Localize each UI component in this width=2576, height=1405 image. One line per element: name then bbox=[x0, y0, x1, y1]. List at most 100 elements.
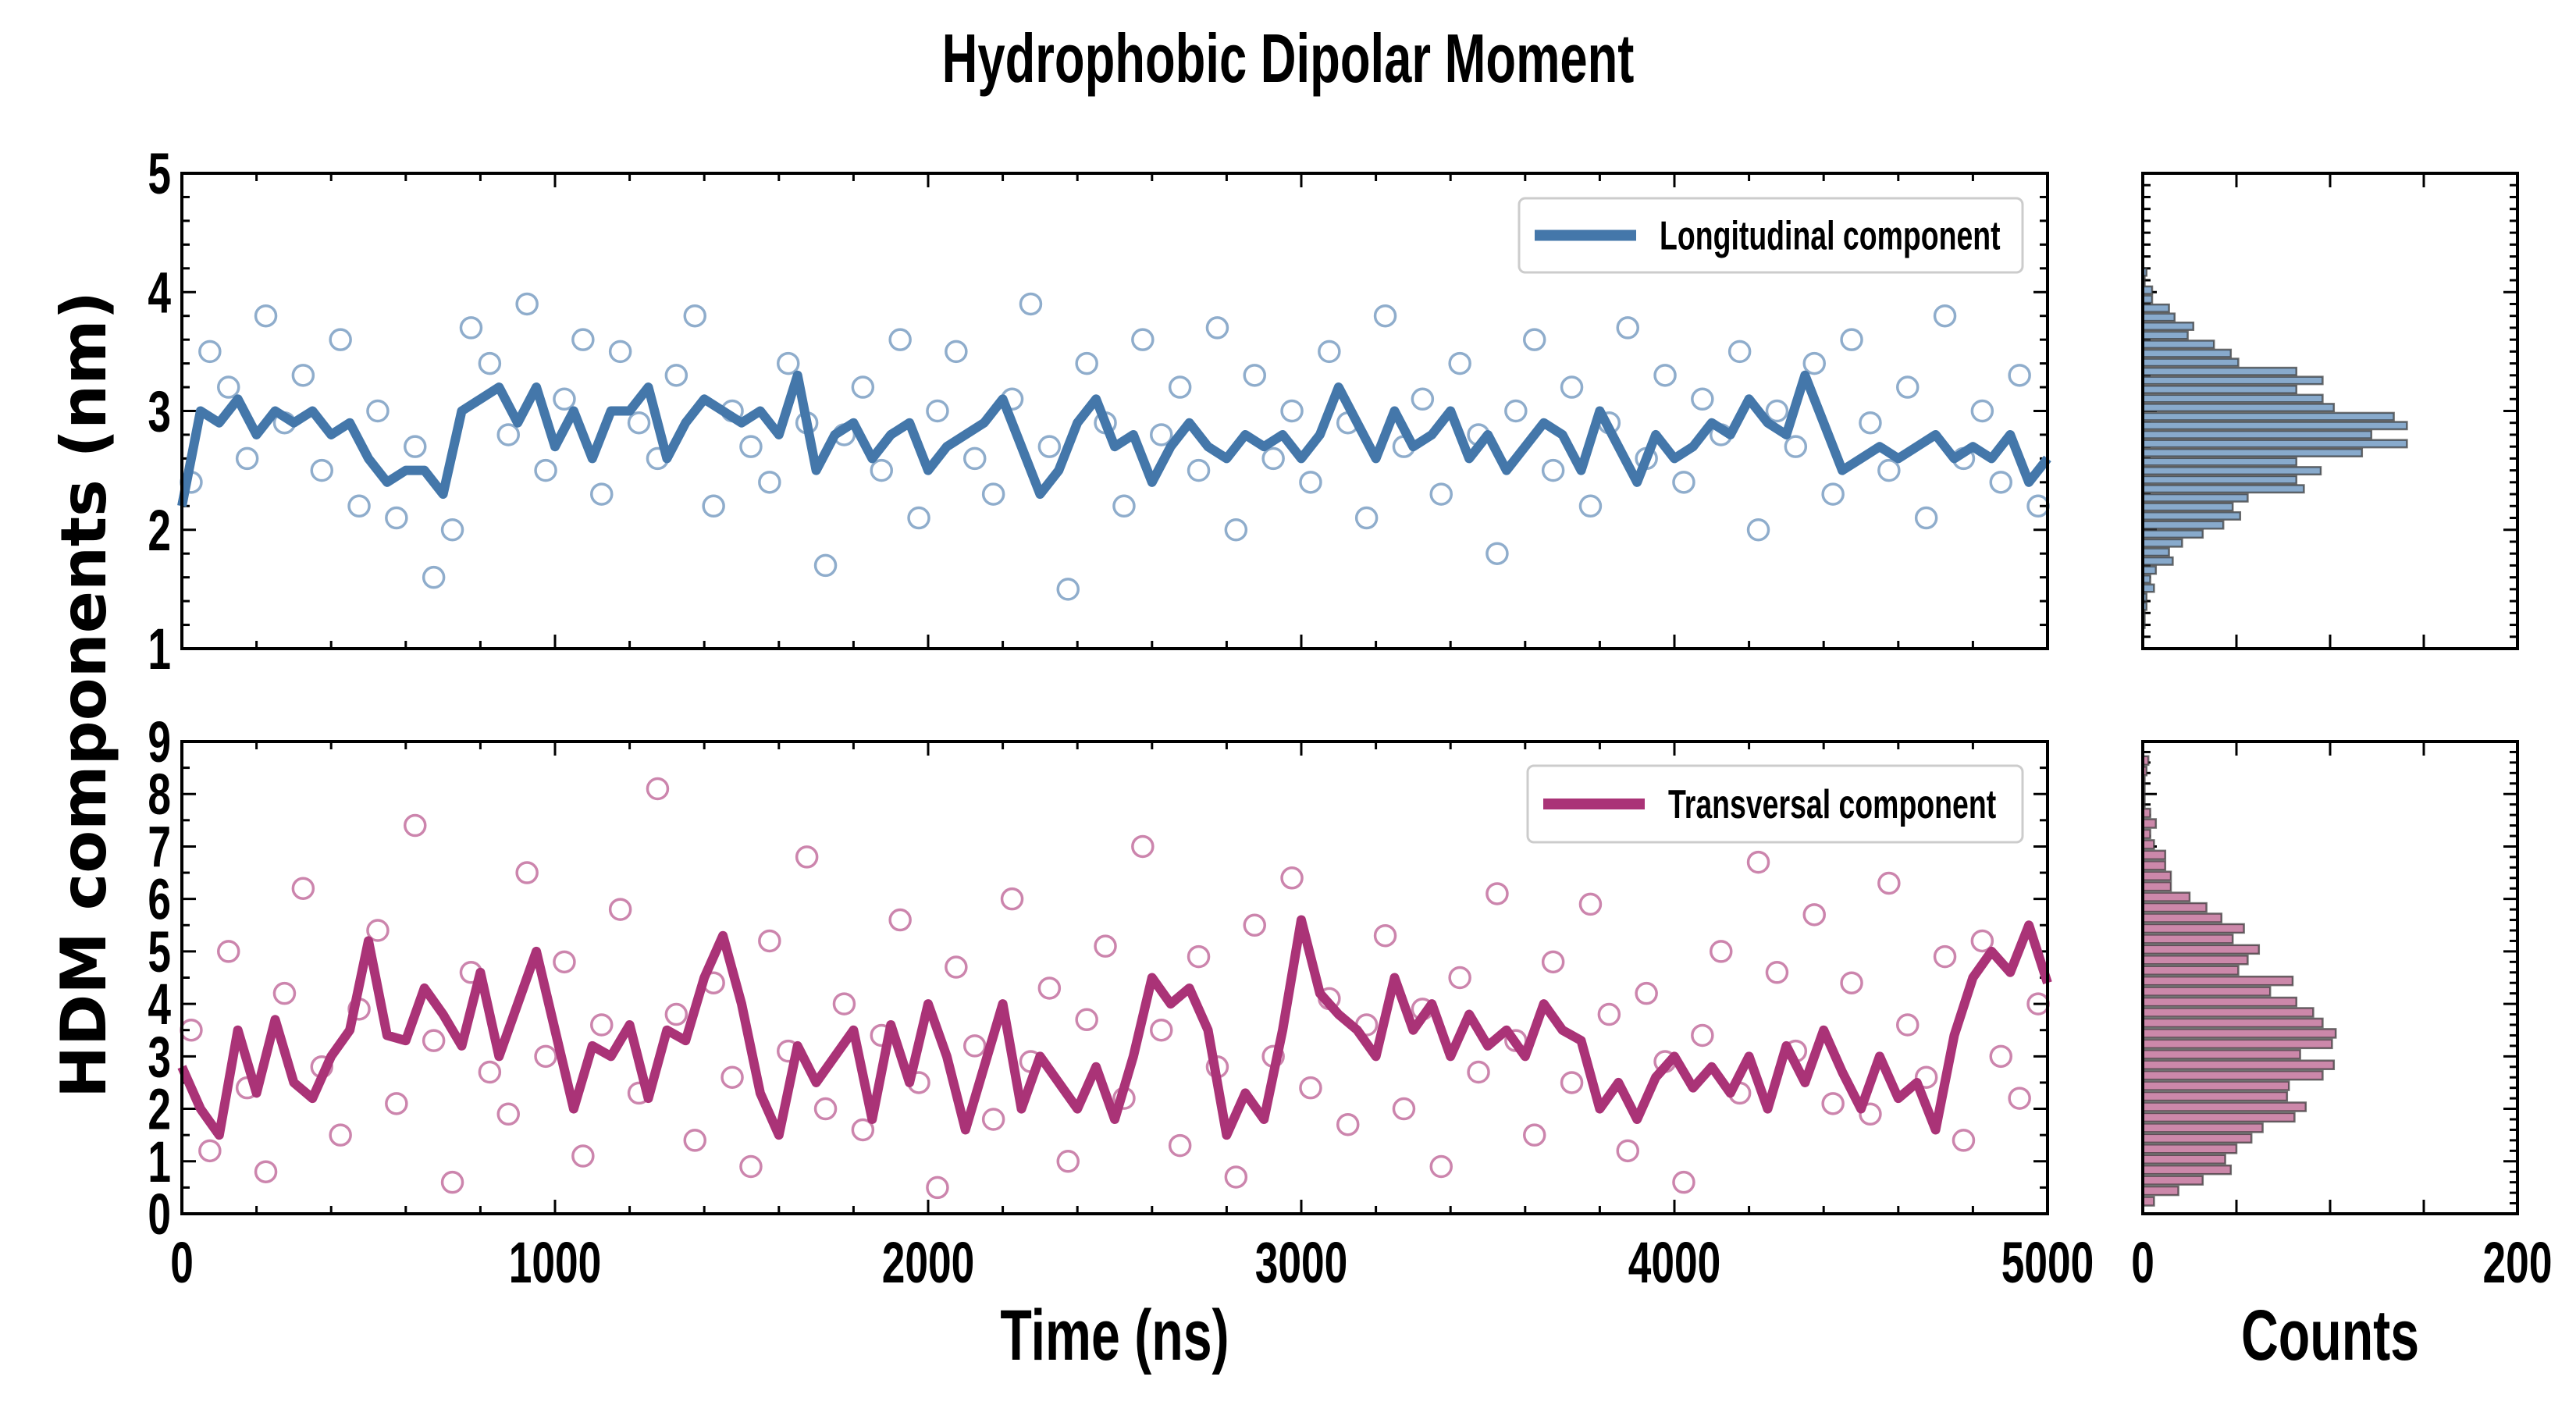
transversal-scatter-point bbox=[1373, 923, 1397, 948]
transversal-scatter-point bbox=[1448, 966, 1471, 990]
transversal-histogram-bar bbox=[2141, 1090, 2289, 1102]
transversal-scatter-point bbox=[1970, 929, 1994, 953]
transversal-scatter-point bbox=[385, 1092, 408, 1115]
transversal-scatter-point bbox=[720, 1065, 744, 1089]
transversal-histogram-bar bbox=[2141, 1144, 2238, 1154]
transversal-histogram-bar bbox=[2141, 1069, 2324, 1081]
longitudinal-y-tick-label: 1 bbox=[148, 617, 171, 681]
longitudinal-scatter-point bbox=[1746, 518, 1770, 542]
longitudinal-histogram-bar bbox=[2141, 330, 2189, 340]
longitudinal-scatter-point bbox=[1672, 471, 1695, 494]
transversal-scatter-point bbox=[198, 1139, 222, 1163]
transversal-scatter-point bbox=[366, 919, 390, 942]
transversal-scatter-point bbox=[217, 940, 240, 963]
transversal-scatter-point bbox=[1989, 1044, 2012, 1069]
transversal-histogram-bar bbox=[2141, 880, 2172, 892]
longitudinal-histogram-bar bbox=[2141, 403, 2336, 413]
longitudinal-scatter-point bbox=[1504, 399, 1528, 423]
longitudinal-histogram-bar bbox=[2141, 340, 2215, 350]
longitudinal-scatter-point bbox=[1299, 471, 1322, 494]
longitudinal-scatter-point bbox=[1691, 387, 1714, 411]
transversal-scatter-point bbox=[1802, 903, 1826, 927]
transversal-scatter-point bbox=[888, 908, 912, 932]
transversal-histogram-bar bbox=[2141, 839, 2155, 850]
transversal-histogram-bar bbox=[2141, 1017, 2324, 1029]
longitudinal-scatter-point bbox=[1541, 458, 1565, 482]
longitudinal-scatter-point bbox=[440, 518, 464, 542]
longitudinal-scatter-point bbox=[963, 446, 987, 471]
transversal-scatter-point bbox=[1597, 1002, 1621, 1026]
longitudinal-scatter-point bbox=[385, 506, 408, 530]
longitudinal-y-tick-label: 3 bbox=[148, 379, 171, 444]
transversal-histogram-bar bbox=[2141, 1154, 2226, 1165]
transversal-scatter-point bbox=[1150, 1018, 1173, 1042]
transversal-histogram-frame bbox=[2141, 740, 2519, 1215]
transversal-scatter-point bbox=[739, 1154, 763, 1179]
transversal-legend-label: Transversal component bbox=[1668, 781, 1996, 827]
longitudinal-scatter-point bbox=[1224, 518, 1248, 542]
transversal-scatter-point bbox=[683, 1129, 706, 1152]
longitudinal-histogram-bar bbox=[2141, 556, 2174, 566]
longitudinal-histogram-bar bbox=[2141, 510, 2242, 521]
longitudinal-histogram-bar bbox=[2141, 384, 2298, 394]
transversal-histogram-bar bbox=[2141, 1122, 2264, 1133]
longitudinal-scatter-point bbox=[926, 399, 949, 423]
transversal-histogram-bar bbox=[2141, 891, 2191, 902]
transversal-x-tick-label: 4000 bbox=[1628, 1230, 1721, 1295]
transversal-histogram-bar bbox=[2141, 1049, 2301, 1060]
longitudinal-histogram-bar bbox=[2141, 565, 2158, 575]
transversal-histogram-bar bbox=[2141, 1112, 2296, 1123]
longitudinal-scatter-point bbox=[1056, 578, 1080, 601]
transversal-scatter-point bbox=[1691, 1023, 1714, 1048]
transversal-y-tick-label: 3 bbox=[148, 1025, 171, 1090]
longitudinal-scatter-point bbox=[217, 375, 240, 399]
transversal-histogram-bar bbox=[2141, 1059, 2336, 1070]
longitudinal-scatter-point bbox=[1373, 304, 1397, 328]
transversal-scatter-point bbox=[1914, 1065, 1938, 1089]
transversal-scatter-point bbox=[1933, 944, 1957, 969]
transversal-x-tick-label: 3000 bbox=[1255, 1230, 1348, 1295]
transversal-scatter-point bbox=[1280, 866, 1304, 890]
longitudinal-y-tick-label: 2 bbox=[148, 498, 171, 563]
longitudinal-scatter-point bbox=[981, 482, 1005, 506]
longitudinal-scatter-point bbox=[235, 446, 259, 471]
longitudinal-histogram-bar bbox=[2141, 520, 2225, 530]
transversal-scatter-point bbox=[440, 1170, 464, 1194]
transversal-scatter-point bbox=[422, 1029, 446, 1052]
longitudinal-scatter-point bbox=[459, 316, 483, 340]
transversal-histogram-bar bbox=[2141, 975, 2294, 987]
transversal-scatter-point bbox=[1392, 1097, 1416, 1121]
transversal-scatter-point bbox=[1056, 1150, 1080, 1173]
longitudinal-scatter-point bbox=[1933, 304, 1957, 328]
transversal-scatter-point bbox=[1075, 1008, 1098, 1032]
transversal-scatter-point bbox=[272, 981, 297, 1005]
longitudinal-histogram-bar bbox=[2141, 484, 2305, 494]
transversal-scatter-point bbox=[1672, 1170, 1695, 1194]
transversal-scatter-point bbox=[758, 929, 781, 953]
transversal-scatter-point bbox=[1765, 961, 1789, 984]
transversal-moving-average-line bbox=[177, 915, 2052, 1140]
longitudinal-scatter-point bbox=[329, 328, 352, 351]
longitudinal-histogram-bar bbox=[2141, 348, 2233, 358]
transversal-scatter-point bbox=[664, 1002, 688, 1026]
transversal-histogram-bar bbox=[2141, 849, 2167, 861]
transversal-histogram-bar bbox=[2141, 1164, 2233, 1176]
longitudinal-scatter-point bbox=[664, 364, 688, 387]
longitudinal-histogram-bar bbox=[2141, 357, 2240, 368]
transversal-scatter-point bbox=[1616, 1139, 1639, 1163]
longitudinal-scatter-point bbox=[198, 340, 222, 364]
transversal-histogram-bar bbox=[2141, 1007, 2314, 1018]
longitudinal-scatter-point bbox=[1560, 375, 1584, 399]
transversal-scatter-point bbox=[813, 1097, 838, 1121]
longitudinal-histogram-bar bbox=[2141, 475, 2298, 485]
transversal-scatter-point bbox=[981, 1108, 1005, 1131]
transversal-histogram-bar bbox=[2141, 902, 2208, 913]
transversal-scatter-point bbox=[1859, 1102, 1882, 1126]
transversal-scatter-point bbox=[1037, 976, 1062, 1000]
longitudinal-histogram-bar bbox=[2141, 393, 2324, 404]
transversal-scatter-point bbox=[254, 1160, 278, 1183]
longitudinal-histogram-bar bbox=[2141, 375, 2324, 386]
transversal-scatter-point bbox=[795, 845, 819, 869]
chart-title: Hydrophobic Dipolar Moment bbox=[942, 21, 1635, 98]
